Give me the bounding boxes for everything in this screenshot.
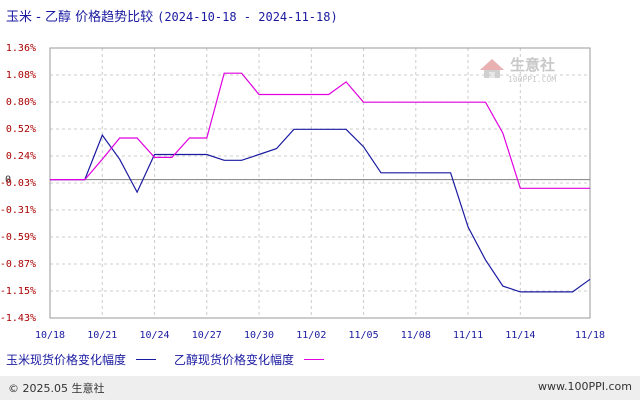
grid: 0 bbox=[5, 47, 591, 319]
series-line-corn bbox=[50, 128, 591, 293]
x-tick-label: 10/27 bbox=[192, 330, 222, 341]
house-logo-icon bbox=[480, 59, 504, 78]
legend-swatch-corn bbox=[136, 359, 157, 360]
y-tick-label: 0.52% bbox=[6, 124, 36, 135]
x-axis-ticks: 10/18 10/21 10/24 10/27 10/30 11/02 11/05 11/08… bbox=[35, 330, 605, 341]
x-tick-label: 11/14 bbox=[505, 330, 535, 341]
y-tick-label: 1.36% bbox=[6, 43, 36, 54]
x-tick-label: 10/30 bbox=[244, 330, 274, 341]
x-tick-label: 11/02 bbox=[296, 330, 326, 341]
legend-label-ethanol: 乙醇现货价格变化幅度 bbox=[174, 353, 295, 367]
y-tick-label: -0.87% bbox=[0, 259, 36, 270]
y-tick-label: -0.59% bbox=[0, 232, 36, 243]
x-tick-label: 10/18 bbox=[35, 330, 65, 341]
watermark-brand: 生意社 bbox=[510, 56, 555, 74]
y-tick-label: 0.24% bbox=[6, 151, 36, 162]
chart-title: 玉米 - 乙醇 价格趋势比较 (2024-10-18 - 2024-11-18) bbox=[6, 6, 338, 25]
chart-title-text: 玉米 - 乙醇 价格趋势比较 bbox=[6, 10, 154, 25]
series-lines bbox=[50, 72, 591, 293]
watermark-url: 100PPI.COM bbox=[508, 75, 556, 84]
chart-date-range: (2024-10-18 - 2024-11-18) bbox=[157, 10, 338, 24]
y-tick-label: -1.15% bbox=[0, 286, 36, 297]
y-tick-label: -0.03% bbox=[0, 178, 36, 189]
series-line-ethanol bbox=[50, 72, 590, 189]
y-tick-label: 0.80% bbox=[6, 97, 36, 108]
plot-frame bbox=[49, 47, 591, 319]
watermark: 生意社 100PPI.COM bbox=[480, 56, 556, 84]
x-tick-label: 11/05 bbox=[348, 330, 378, 341]
x-tick-label: 10/21 bbox=[87, 330, 117, 341]
zero-label: 0 bbox=[5, 175, 11, 186]
x-tick-label: 11/18 bbox=[575, 330, 605, 341]
x-tick-label: 10/24 bbox=[139, 330, 169, 341]
legend-label-corn: 玉米现货价格变化幅度 bbox=[6, 353, 127, 367]
y-tick-label: -1.43% bbox=[0, 313, 36, 324]
y-tick-label: -0.31% bbox=[0, 205, 36, 216]
footer: © 2025.05 生意社 www.100PPI.com bbox=[0, 376, 640, 400]
x-tick-label: 11/11 bbox=[453, 330, 483, 341]
y-axis-ticks: 1.36% 1.08% 0.80% 0.52% 0.24% -0.03% -0.31% -0.… bbox=[0, 43, 36, 324]
footer-site-link[interactable]: www.100PPI.com bbox=[538, 380, 632, 393]
footer-copyright: © 2025.05 生意社 bbox=[8, 382, 105, 395]
x-tick-label: 11/08 bbox=[401, 330, 431, 341]
legend-swatch-ethanol bbox=[304, 359, 325, 360]
y-tick-label: 1.08% bbox=[6, 70, 36, 81]
legend: 玉米现货价格变化幅度 乙醇现货价格变化幅度 bbox=[6, 351, 342, 368]
